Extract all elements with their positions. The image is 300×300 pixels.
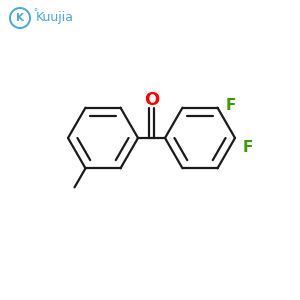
Text: K: K [16,13,24,23]
Text: O: O [144,91,159,109]
Text: F: F [226,98,236,113]
Text: °: ° [33,8,37,17]
Text: F: F [243,140,254,155]
Text: Kuujia: Kuujia [36,11,74,25]
